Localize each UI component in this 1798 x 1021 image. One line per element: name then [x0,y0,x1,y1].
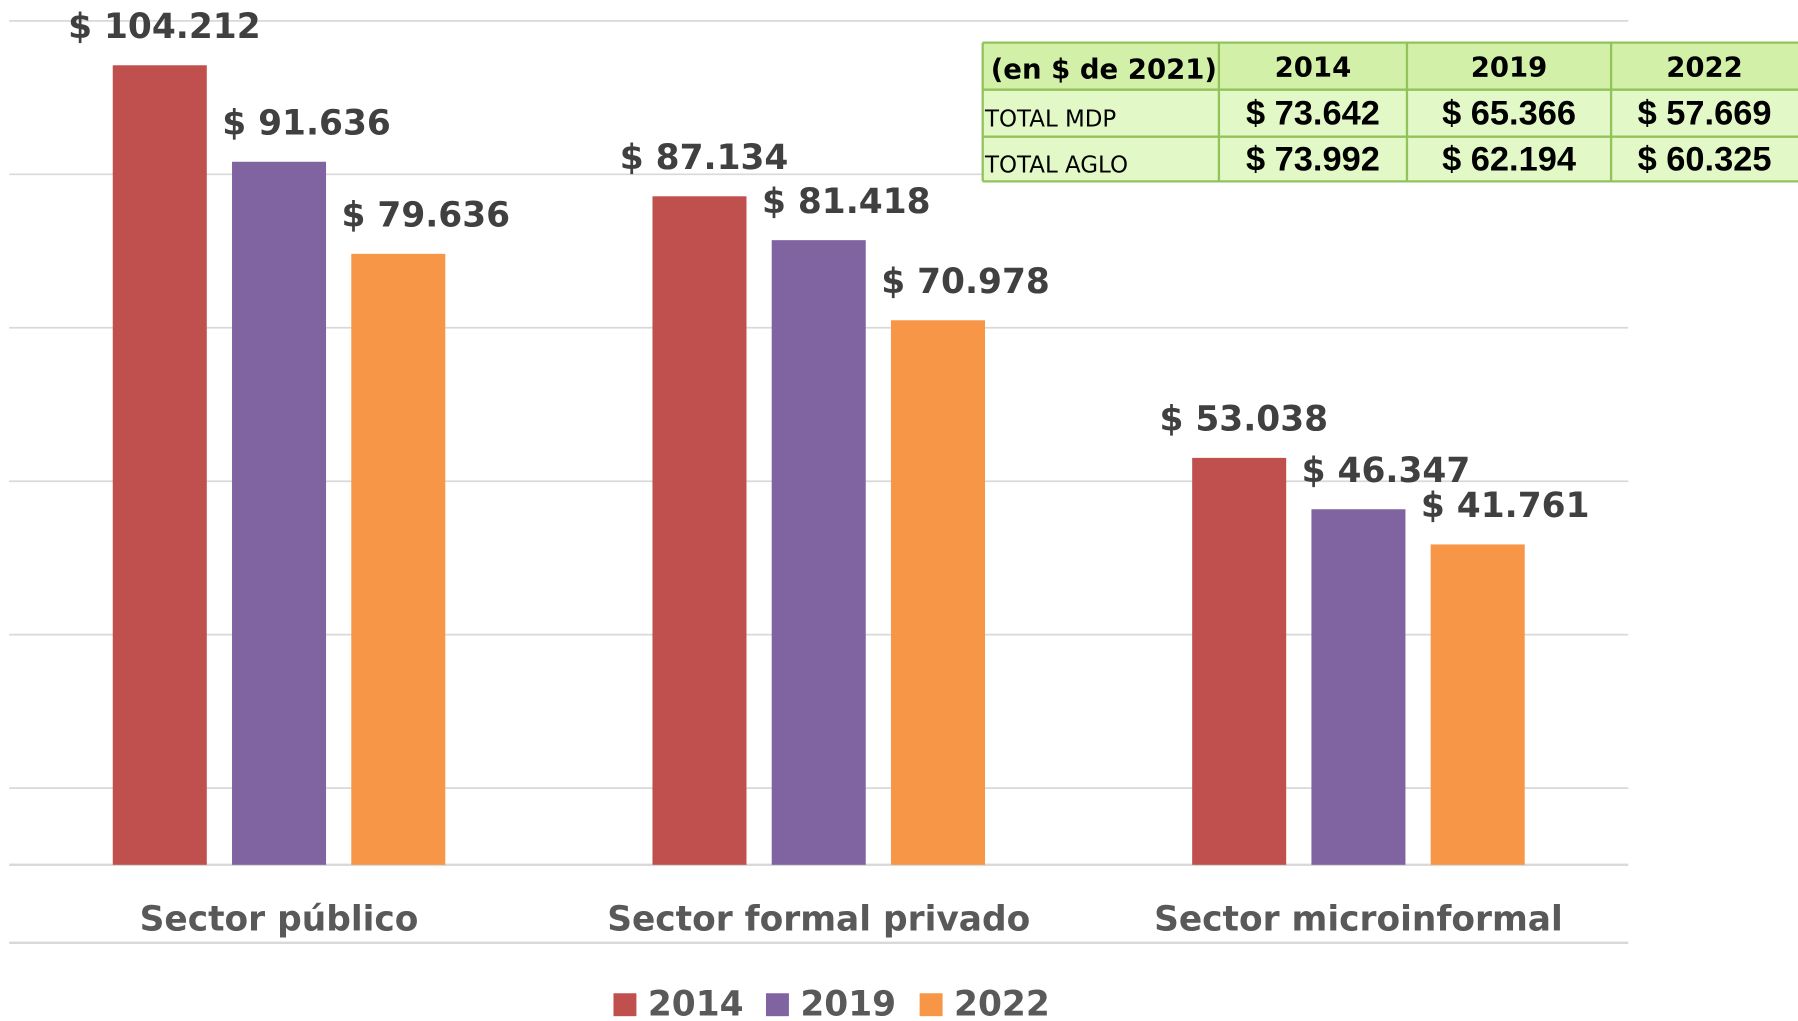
bar [351,253,446,865]
data-label: $ 70.978 [881,262,1050,302]
data-label: $ 87.134 [620,138,789,178]
table-row-label: TOTAL AGLO [984,152,1128,178]
table-cell: $ 57.669 [1638,95,1772,133]
data-label: $ 53.038 [1159,400,1328,440]
bar [771,240,866,865]
legend-swatch [919,993,943,1017]
bar [112,65,207,865]
legend-swatch [613,993,637,1017]
data-label: $ 91.636 [222,104,391,144]
data-label: $ 104.212 [68,7,261,47]
legend-label: 2019 [800,984,896,1021]
table-header-bg [982,42,1798,90]
table-header: 2019 [1471,51,1548,83]
bar [1311,509,1406,865]
table-cell: $ 73.992 [1246,140,1380,178]
table-cell: $ 60.325 [1638,140,1772,178]
bar [232,161,327,865]
table-row-label: TOTAL MDP [984,107,1116,133]
table-header: 2022 [1666,51,1743,83]
legend-label: 2014 [648,984,744,1021]
x-tick-label: Sector formal privado [607,900,1030,940]
data-label: $ 46.347 [1302,451,1471,491]
bar [652,196,747,865]
bar [1192,457,1287,865]
data-label: $ 81.418 [762,182,931,222]
table-cell: $ 62.194 [1442,140,1576,178]
data-label: $ 41.761 [1421,486,1590,526]
x-tick-label: Sector microinformal [1154,900,1563,940]
table-header: (en $ de 2021) [991,54,1217,86]
table-cell: $ 65.366 [1442,95,1576,133]
bar [890,320,986,865]
x-tick-label: Sector público [140,900,419,940]
bar [1430,544,1525,865]
legend-swatch [765,993,789,1017]
legend-label: 2022 [954,984,1050,1021]
table-cell: $ 73.642 [1246,95,1380,133]
table-header: 2014 [1275,51,1352,83]
data-label: $ 79.636 [341,196,510,236]
